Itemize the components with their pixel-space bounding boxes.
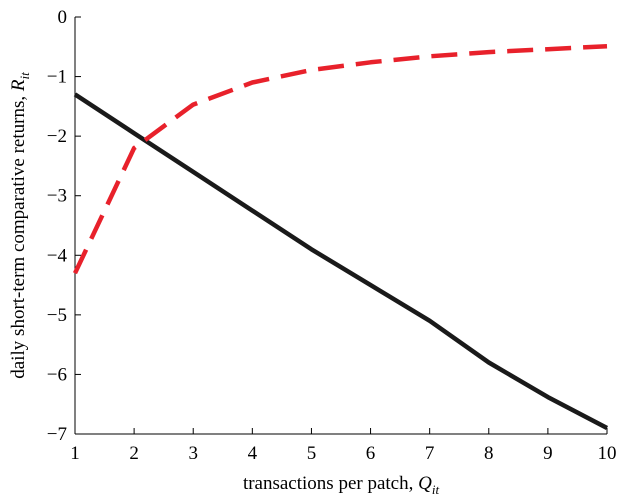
x-tick-label: 1	[70, 443, 80, 464]
x-tick-label: 9	[543, 443, 553, 464]
series-layer	[72, 43, 609, 430]
x-tick-label: 6	[366, 443, 376, 464]
x-tick-label: 2	[129, 443, 139, 464]
x-tick-label: 3	[188, 443, 198, 464]
x-tick-label: 5	[307, 443, 317, 464]
y-axis-label: daily short-term comparative returns, Ri…	[8, 72, 32, 379]
y-tick-label: −4	[47, 245, 68, 266]
x-tick-label: 4	[248, 443, 258, 464]
series-line-red-dashed	[72, 43, 608, 275]
axes	[74, 17, 607, 435]
x-axis-label: transactions per patch, Qit	[243, 473, 440, 497]
y-tick-label: −3	[47, 186, 67, 207]
y-tick-label: −2	[47, 126, 67, 147]
y-tick-label: −5	[47, 305, 67, 326]
x-tick-label: 8	[484, 443, 494, 464]
x-tick-label: 7	[425, 443, 435, 464]
x-tick-label: 10	[598, 443, 617, 464]
y-tick-label: 0	[58, 7, 68, 28]
series-line-black-solid	[73, 92, 609, 430]
y-tick-label: −7	[47, 424, 67, 445]
ticks: 1 2 3 4 5 6 7 8 9 10 0 −1 −2 −3 −4 −5 −6 −7	[47, 7, 617, 464]
y-tick-label: −6	[47, 364, 67, 385]
y-tick-label: −1	[47, 67, 67, 88]
